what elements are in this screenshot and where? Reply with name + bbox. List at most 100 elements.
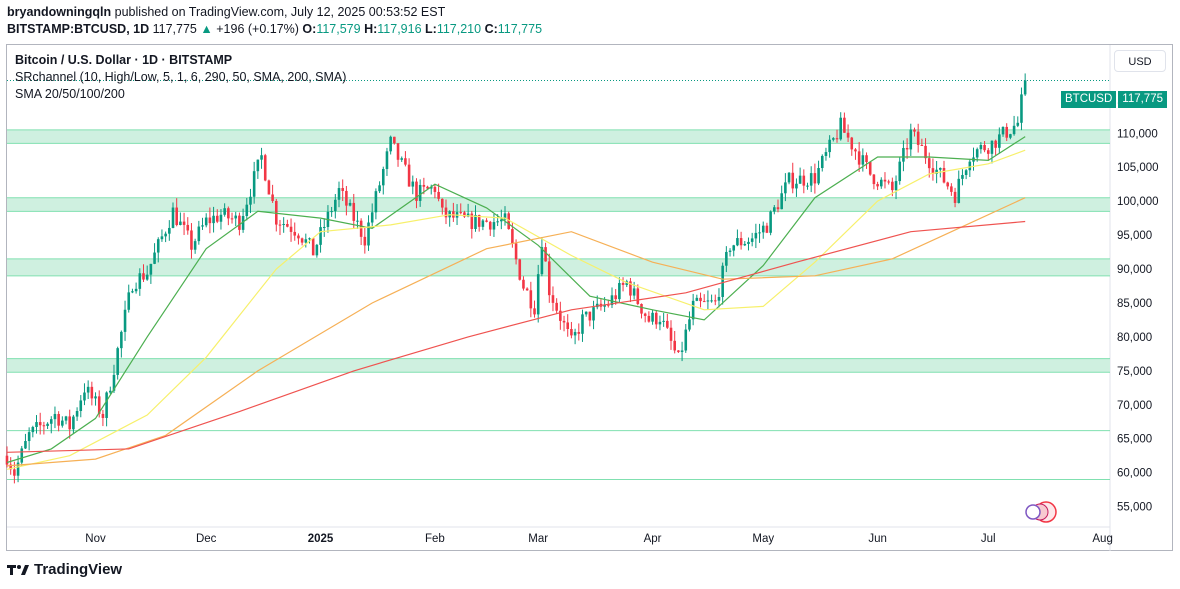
close-label: C:	[484, 22, 498, 36]
candle-body	[24, 441, 27, 449]
candle-body	[754, 232, 758, 239]
candle-body	[1023, 80, 1027, 95]
candle-body	[802, 175, 806, 186]
candle-body	[547, 261, 551, 296]
candle-body	[352, 202, 356, 221]
candle-body	[791, 172, 795, 189]
candle-body	[872, 174, 876, 185]
candle-body	[123, 309, 127, 332]
candle-body	[164, 233, 167, 237]
candle-body	[120, 331, 123, 349]
candle-body	[666, 320, 669, 328]
candle-body	[149, 263, 153, 275]
candle-body	[53, 413, 57, 420]
candle-body	[179, 221, 182, 225]
candle-body	[160, 236, 164, 240]
candle-body	[953, 191, 957, 203]
candle-body	[702, 301, 706, 303]
candle-body	[614, 295, 617, 300]
price-tick-label: 75,000	[1117, 366, 1152, 378]
indicator-srchannel[interactable]: SRchannel (10, High/Low, 5, 1, 6, 290, 5…	[15, 70, 347, 84]
candle-body	[426, 186, 429, 189]
publish-info: published on TradingView.com, July 12, 2…	[114, 5, 446, 19]
candle-body	[684, 329, 688, 351]
candle-body	[787, 172, 791, 183]
candle-body	[238, 215, 241, 230]
candle-body	[540, 247, 544, 275]
candle-body	[909, 129, 913, 150]
price-tick-label: 80,000	[1117, 332, 1152, 344]
candle-body	[983, 144, 986, 151]
tradingview-logo[interactable]: TradingView	[7, 561, 122, 578]
candle-body	[367, 222, 370, 246]
candle-body	[850, 137, 854, 150]
candle-body	[898, 161, 902, 182]
candle-body	[662, 320, 665, 322]
currency-button[interactable]: USD	[1114, 50, 1166, 72]
candle-body	[227, 208, 230, 219]
candle-body	[566, 322, 570, 330]
candle-body	[669, 327, 673, 341]
candle-body	[131, 291, 134, 293]
candle-body	[5, 455, 9, 465]
candle-body	[581, 314, 584, 334]
candle-body	[470, 213, 474, 229]
candle-body	[854, 149, 857, 152]
chart-frame	[6, 44, 1173, 551]
candle-body	[680, 350, 684, 352]
candle-body	[249, 196, 252, 205]
candle-body	[153, 252, 156, 264]
sr-zone	[7, 129, 1110, 144]
candle-body	[97, 396, 101, 414]
candle-body	[998, 134, 1001, 148]
indicator-sma[interactable]: SMA 20/50/100/200	[15, 87, 125, 101]
candle-body	[86, 386, 90, 393]
candle-body	[156, 239, 160, 253]
price-tag-symbol: BTCUSD	[1061, 91, 1117, 108]
candle-body	[300, 238, 304, 243]
candle-body	[485, 220, 488, 222]
candle-body	[636, 288, 640, 304]
candle-body	[105, 392, 108, 418]
candle-body	[193, 241, 197, 250]
candle-body	[994, 140, 997, 148]
symbol-interval: BITSTAMP:BTCUSD, 1D	[7, 22, 150, 36]
price-tick-label: 60,000	[1117, 468, 1152, 480]
candle-body	[555, 302, 558, 311]
candle-body	[175, 207, 178, 225]
candle-body	[319, 227, 322, 245]
candle-body	[618, 283, 621, 300]
chart-title: Bitcoin / U.S. Dollar · 1D · BITSTAMP	[15, 53, 233, 67]
author-name[interactable]: bryandowningqln	[7, 5, 112, 19]
low-value: 117,210	[436, 22, 482, 36]
time-tick-label: Feb	[425, 533, 445, 545]
candle-body	[201, 225, 204, 227]
candle-body	[49, 419, 53, 424]
candle-body	[879, 179, 883, 187]
candle-body	[710, 300, 713, 302]
candle-body	[459, 212, 463, 214]
candle-body	[795, 183, 798, 189]
candle-body	[463, 212, 466, 217]
candle-body	[374, 191, 378, 213]
candle-body	[404, 158, 407, 165]
open-value: 117,579	[316, 22, 361, 36]
candle-body	[950, 186, 953, 192]
candle-body	[654, 312, 658, 325]
candle-body	[112, 374, 116, 391]
candle-body	[230, 218, 234, 220]
candle-body	[503, 213, 507, 220]
candle-body	[835, 138, 839, 140]
candle-body	[304, 239, 308, 243]
candle-body	[551, 295, 555, 303]
candle-body	[747, 241, 750, 244]
candle-body	[573, 332, 577, 336]
last-price-tag: BTCUSD 117,775	[1061, 91, 1167, 108]
candle-body	[27, 432, 31, 442]
candle-body	[322, 226, 326, 228]
candle-body	[773, 207, 776, 212]
price-tick-label: 95,000	[1117, 230, 1152, 242]
candle-body	[407, 164, 411, 187]
candle-body	[171, 207, 175, 228]
